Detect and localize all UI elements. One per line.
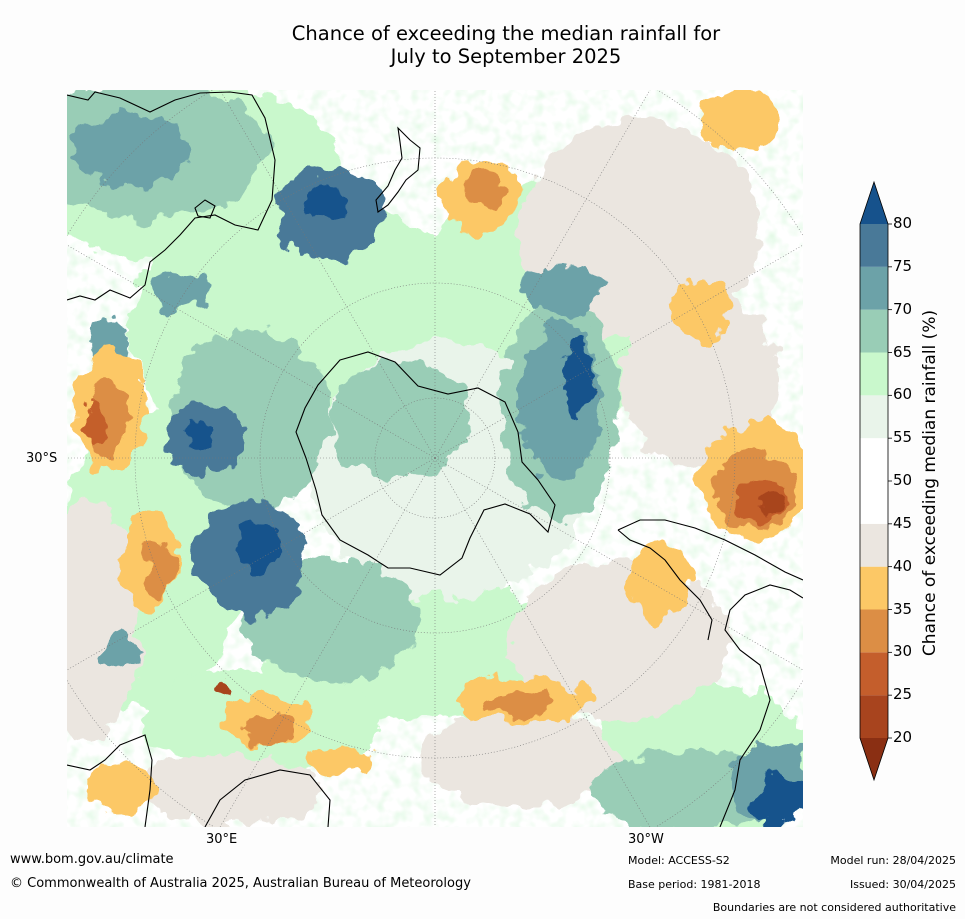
base-period-text: Base period: 1981-2018: [628, 878, 761, 891]
colorbar-bin-35-40: [860, 566, 888, 610]
title-line-2: July to September 2025: [390, 45, 622, 68]
probability-patch: [70, 115, 190, 185]
disclaimer-text: Boundaries are not considered authoritat…: [712, 901, 956, 914]
antarctica-coastline: [295, 351, 556, 576]
colorbar-bin-45-50: [860, 481, 888, 524]
probability-patch: [303, 180, 347, 220]
issued-text: Issued: 30/04/2025: [849, 878, 956, 891]
colorbar-tick-label: 75: [893, 256, 913, 275]
tasmania-coastline: [194, 199, 216, 219]
new-zealand-coastline: [375, 126, 421, 213]
colorbar-bin-50-55: [860, 438, 888, 481]
colorbar-tick-label: 20: [893, 728, 913, 746]
graticule: [67, 90, 803, 827]
probability-patch: [90, 380, 130, 460]
south-america-coastline: [617, 519, 803, 827]
colorbar-bin-30-35: [860, 609, 888, 653]
colorbar-tick-label: 50: [893, 471, 913, 489]
colorbar-bin-20-25: [860, 695, 888, 738]
map-panel: [67, 90, 803, 827]
colorbar-tick-label: 80: [893, 214, 913, 232]
colorbar-bin-65-70: [860, 309, 888, 353]
probability-patch: [420, 710, 620, 810]
colorbar-tick-label: 55: [893, 428, 913, 447]
probability-patch: [85, 398, 105, 442]
probability-patch: [85, 765, 155, 815]
colorbar-tick-label: 60: [893, 385, 913, 404]
website-link[interactable]: www.bom.gov.au/climate: [10, 852, 174, 867]
colorbar-tick-label: 45: [893, 513, 913, 532]
probability-patch: [630, 540, 690, 620]
probability-patch: [90, 315, 130, 365]
probability-patch: [465, 172, 505, 208]
colorbar: [859, 180, 892, 782]
probability-patch: [245, 715, 295, 745]
probability-patch: [562, 340, 594, 420]
colorbar-extend-high: [860, 182, 888, 224]
colorbar-tick-label: 35: [893, 599, 913, 618]
colorbar-bin-25-30: [860, 652, 888, 696]
probability-patch: [140, 755, 320, 825]
colorbar-bin-55-60: [860, 395, 888, 439]
latitude-label-30s: 30°S: [26, 451, 58, 466]
colorbar-bin-40-45: [860, 523, 888, 567]
probability-field: [67, 90, 803, 827]
colorbar-tick-label: 30: [893, 642, 913, 661]
colorbar-title-text: Chance of exceeding median rainfall (%): [920, 309, 940, 657]
colorbar-tick-label: 40: [893, 556, 913, 575]
colorbar-extend-low: [860, 738, 888, 780]
chart-title: Chance of exceeding the median rainfall …: [200, 22, 812, 68]
probability-patch: [105, 630, 135, 670]
coastlines: [67, 91, 803, 827]
probability-patch: [520, 265, 600, 315]
colorbar-bin-70-75: [860, 266, 888, 310]
probability-patch: [145, 540, 175, 600]
probability-patch: [184, 421, 216, 449]
model-text: Model: ACCESS-S2: [628, 854, 730, 867]
colorbar-tick-label: 70: [893, 299, 913, 318]
colorbar-tick-label: 25: [893, 685, 913, 704]
probability-patch: [305, 745, 375, 775]
copyright-text: © Commonwealth of Australia 2025, Austra…: [10, 876, 471, 891]
longitude-label-30w: 30°W: [628, 832, 664, 847]
africa-coastline: [67, 734, 331, 827]
probability-patch: [758, 493, 782, 517]
probability-patch: [670, 280, 730, 340]
colorbar-bin-60-65: [860, 352, 888, 396]
colorbar-bin-75-80: [860, 224, 888, 267]
probability-patch: [67, 500, 140, 740]
probability-patch: [755, 775, 803, 825]
probability-patch: [236, 517, 280, 573]
probability-patch: [485, 693, 555, 717]
australia-coastline: [67, 91, 276, 301]
longitude-label-30e: 30°E: [206, 832, 238, 847]
title-line-1: Chance of exceeding the median rainfall …: [291, 22, 721, 45]
probability-patch: [213, 680, 237, 700]
colorbar-tick-label: 65: [893, 342, 913, 361]
probability-patch: [150, 270, 210, 310]
model-run-text: Model run: 28/04/2025: [830, 854, 956, 867]
probability-patch: [700, 90, 780, 150]
probability-patch: [330, 360, 470, 480]
